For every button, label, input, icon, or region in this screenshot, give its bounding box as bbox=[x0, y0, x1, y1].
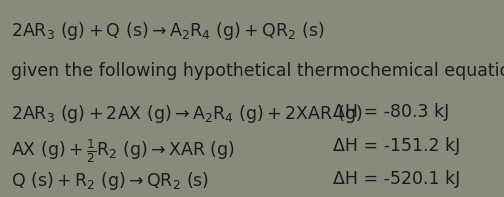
Text: $\mathregular{2AR_3\ (g) + 2AX\ (g) \rightarrow A_2R_4\ (g) + 2XAR\ (g)}$: $\mathregular{2AR_3\ (g) + 2AX\ (g) \rig… bbox=[11, 103, 362, 125]
Text: $\mathregular{Q\ (s) + R_2\ (g) \rightarrow QR_2\ (s)}$: $\mathregular{Q\ (s) + R_2\ (g) \rightar… bbox=[11, 170, 209, 192]
Text: ΔH = -151.2 kJ: ΔH = -151.2 kJ bbox=[333, 137, 460, 155]
Text: ΔH = -520.1 kJ: ΔH = -520.1 kJ bbox=[333, 170, 460, 188]
Text: ΔH = -80.3 kJ: ΔH = -80.3 kJ bbox=[333, 103, 449, 121]
Text: $\mathregular{AX\ (g) + \frac{1}{2}R_2\ (g) \rightarrow XAR\ (g)}$: $\mathregular{AX\ (g) + \frac{1}{2}R_2\ … bbox=[11, 137, 235, 164]
Text: given the following hypothetical thermochemical equations:: given the following hypothetical thermoc… bbox=[11, 62, 504, 80]
Text: $\mathregular{2AR_3\ (g) + Q\ (s) \rightarrow A_2R_4\ (g) + QR_2\ (s)}$: $\mathregular{2AR_3\ (g) + Q\ (s) \right… bbox=[11, 20, 325, 42]
